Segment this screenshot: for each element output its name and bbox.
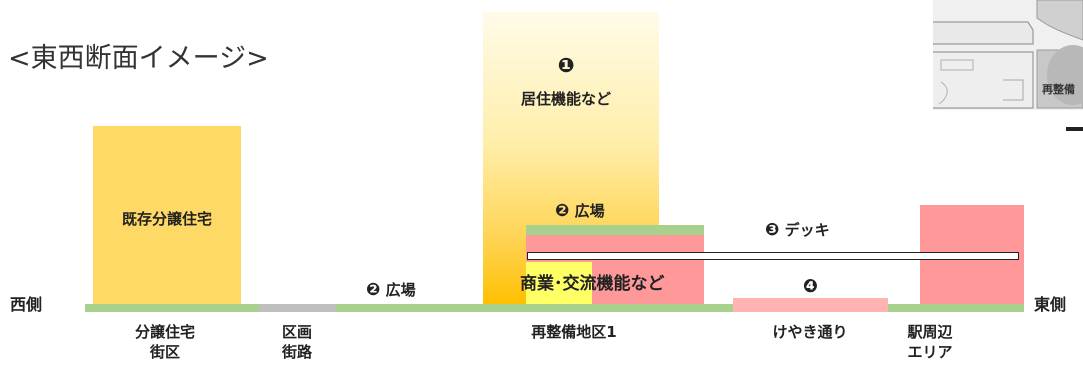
deck-bar bbox=[527, 252, 1019, 260]
upper-plaza-label: ❷ 広場 bbox=[555, 200, 605, 221]
ground-zelkova bbox=[733, 304, 888, 312]
map-inset-label: 再整備 bbox=[1042, 83, 1075, 96]
zone-housing-label: 分譲住宅 街区 bbox=[110, 322, 220, 362]
existing-housing-label: 既存分譲住宅 bbox=[121, 210, 212, 228]
zone-street-line-2: 街路 bbox=[281, 343, 312, 361]
upper-plaza-text: 広場 bbox=[574, 202, 605, 220]
zelkova-strip bbox=[733, 298, 888, 304]
zone-station-label: 駅周辺 エリア bbox=[880, 322, 980, 362]
west-side-label: 西側 bbox=[10, 295, 43, 314]
upper-plaza-marker: ❷ bbox=[555, 201, 570, 221]
upper-plaza-strip bbox=[526, 225, 704, 235]
zone-street-label: 区画 街路 bbox=[260, 322, 334, 362]
lower-plaza-marker: ❷ bbox=[366, 280, 381, 300]
residential-marker: ❶ bbox=[557, 53, 575, 77]
ground-redevelopment bbox=[336, 304, 733, 312]
commercial-label: 商業･交流機能など bbox=[520, 274, 665, 294]
ground-station bbox=[888, 304, 1024, 312]
east-side-label: 東側 bbox=[1034, 295, 1067, 314]
zone-station-line-1: 駅周辺 bbox=[907, 323, 953, 341]
ground-west bbox=[85, 304, 259, 312]
lower-plaza-text: 広場 bbox=[385, 281, 416, 299]
zone-street-line-1: 区画 bbox=[281, 323, 312, 341]
page-title: <東西断面イメージ> bbox=[8, 43, 269, 74]
zone-housing-line-1: 分譲住宅 bbox=[134, 323, 195, 341]
zone-station-line-2: エリア bbox=[907, 343, 953, 361]
residential-label: 居住機能など bbox=[520, 90, 611, 108]
commercial-yellow-segment bbox=[526, 262, 592, 304]
zelkova-marker: ❹ bbox=[802, 276, 819, 297]
zone-zelkova-label: けやき通り bbox=[772, 323, 848, 341]
zone-housing-line-2: 街区 bbox=[149, 343, 180, 361]
map-inset-dash bbox=[1066, 127, 1083, 131]
zone-redevelopment-label: 再整備地区1 bbox=[531, 323, 617, 341]
map-inset-drawing bbox=[933, 0, 1083, 110]
deck-marker: ❸ bbox=[765, 220, 780, 240]
map-inset bbox=[933, 0, 1083, 110]
deck-text: デッキ bbox=[784, 221, 830, 239]
deck-label: ❸ デッキ bbox=[765, 219, 830, 240]
existing-housing-block bbox=[93, 126, 241, 304]
lower-plaza-label: ❷ 広場 bbox=[366, 279, 416, 300]
ground-street bbox=[259, 304, 336, 312]
